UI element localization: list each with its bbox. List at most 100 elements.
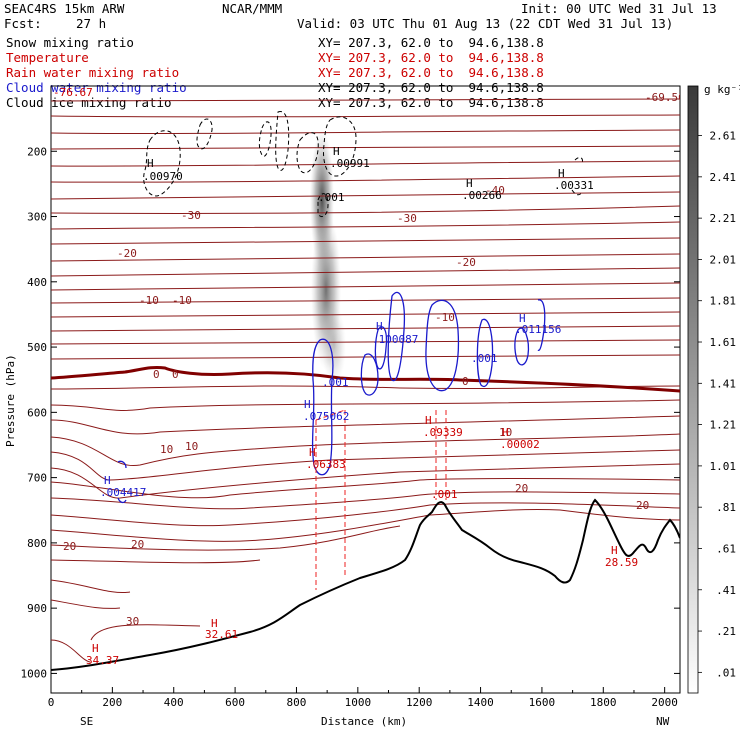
snow-contour — [574, 156, 583, 165]
snow-contour — [571, 189, 583, 196]
x-tick-label: 800 — [287, 696, 307, 709]
temp-max-value-right: 28.59 — [605, 556, 638, 569]
isotherm-line — [51, 354, 680, 360]
rain-max-value-3: .00002 — [500, 438, 540, 451]
x-tick-label: 1400 — [467, 696, 494, 709]
isotherm-line — [51, 297, 680, 304]
isotherm-line — [51, 129, 680, 135]
cloud-contour-value-2: .001 — [471, 352, 498, 365]
cloud-max-marker: H — [304, 398, 311, 411]
snow-max-marker: H — [147, 157, 154, 170]
rain-max-marker: H — [425, 414, 432, 427]
snow-contours — [143, 111, 583, 218]
isotherm-labels: -69.56 -40 -30 -30 -20 -20 -10 -10 -10 0… — [63, 91, 685, 628]
colorbar — [687, 85, 699, 694]
rain-max-value-1: .06383 — [306, 458, 346, 471]
init-time: Init: 00 UTC Wed 31 Jul 13 — [521, 1, 717, 16]
field-name-temperature: Temperature — [6, 50, 89, 65]
isotherm-label-30: 30 — [126, 615, 139, 628]
isotherm-line — [51, 463, 680, 499]
isotherm-label-neg30b: -30 — [397, 212, 417, 225]
isotherm-line — [51, 282, 680, 291]
isotherm-line — [51, 491, 680, 510]
field-xy-cloud-ice: XY= 207.3, 62.0 to 94.6,138.8 — [318, 95, 544, 110]
cloud-water-contour — [360, 353, 379, 396]
colorbar-tick-label: .61 — [716, 542, 736, 555]
colorbar-ticks: .01 .21 .41 .61 .81 1.01 1.21 1.41 1.61 1.81 2.01 2… — [698, 130, 737, 679]
x-tick-label: 1200 — [406, 696, 433, 709]
snow-contour-value: .001 — [318, 191, 345, 204]
forecast-label: Fcst: — [4, 16, 42, 31]
cloud-water-contour — [117, 460, 127, 469]
field-name-cloud-water: Cloud water mixing ratio — [6, 80, 187, 95]
isotherm-line — [51, 478, 680, 499]
isotherm-label-20b: 20 — [131, 538, 144, 551]
temp-max-value-mid: 32.61 — [205, 628, 238, 641]
colorbar-tick-label: 1.41 — [710, 377, 737, 390]
x-tick-label: 1600 — [529, 696, 556, 709]
isotherm-line — [51, 253, 680, 262]
isotherm-line — [51, 205, 680, 214]
isotherm-line — [51, 191, 680, 200]
isotherm-label-neg10b: -10 — [172, 294, 192, 307]
isotherm-label-10a: 10 — [160, 443, 173, 456]
y-tick-label: 200 — [27, 145, 47, 158]
x-tick-label: 400 — [164, 696, 184, 709]
cloud-water-contour — [425, 299, 460, 392]
isotherm-line — [51, 145, 680, 150]
isotherm-label-neg20a: -20 — [117, 247, 137, 260]
model-title: SEAC4RS 15km ARW — [4, 1, 125, 16]
snow-max-marker: H — [333, 145, 340, 158]
y-axis-title: Pressure (hPa) — [4, 354, 17, 447]
snow-contour — [323, 116, 357, 177]
temp-max-marker: H — [92, 642, 99, 655]
field-xy-temperature: XY= 207.3, 62.0 to 94.6,138.8 — [318, 50, 544, 65]
isotherm-line — [90, 624, 201, 641]
temp-max-marker: H — [611, 544, 618, 557]
isotherm-line — [51, 160, 680, 167]
cloud-max-value-4: .011156 — [515, 323, 561, 336]
isotherm-line — [51, 325, 680, 332]
temp-top-left-value: -76.67 — [53, 86, 93, 99]
cloud-max-marker: H — [104, 474, 111, 487]
cloud-water-contour — [537, 299, 546, 351]
isotherm-label-0a: 0 — [153, 368, 160, 381]
cloud-water-contour — [374, 326, 388, 370]
isotherm-line — [51, 449, 680, 481]
freezing-level-line — [51, 366, 680, 393]
rain-contours — [315, 409, 447, 590]
field-name-rain: Rain water mixing ratio — [6, 65, 180, 80]
colorbar-tick-label: 2.01 — [710, 253, 737, 266]
x-axis-right-end: NW — [656, 715, 670, 728]
colorbar-tick-label: .01 — [716, 666, 736, 679]
x-tick-label: 2000 — [651, 696, 678, 709]
isotherm-label-20c: 20 — [515, 482, 528, 495]
isotherm-label-neg30a: -30 — [181, 209, 201, 222]
snow-contour — [275, 111, 290, 171]
isotherm-line — [51, 415, 680, 435]
isotherm-line — [51, 98, 680, 102]
snow-contour — [196, 118, 213, 150]
cloud-water-contour — [117, 497, 127, 504]
isotherm-line — [51, 267, 680, 277]
isotherm-label-20d: 20 — [636, 499, 649, 512]
isotherm-line — [51, 599, 121, 609]
rain-contour — [315, 409, 346, 421]
x-tick-label: 1000 — [345, 696, 372, 709]
snow-contour — [143, 130, 181, 197]
cloud-max-value-1: .004417 — [100, 486, 146, 499]
isotherm-label-0b: 0 — [172, 368, 179, 381]
isotherm-label-neg70: -69.56 — [645, 91, 685, 104]
isotherm-line — [51, 433, 680, 467]
field-name-cloud-ice: Cloud ice mixing ratio — [6, 95, 172, 110]
colorbar-tick-label: 2.61 — [710, 130, 737, 143]
snow-contour — [296, 132, 319, 174]
colorbar-tick-label: .81 — [716, 501, 736, 514]
isotherm-line — [51, 399, 680, 411]
y-tick-label: 300 — [27, 211, 47, 224]
snow-max-value-3: .00266 — [462, 189, 502, 202]
y-tick-label: 1000 — [21, 667, 48, 680]
x-axis-title: Distance (km) — [321, 715, 407, 728]
isotherm-label-10c: 10 — [499, 426, 512, 439]
colorbar-unit: g kg⁻¹ — [704, 83, 740, 96]
